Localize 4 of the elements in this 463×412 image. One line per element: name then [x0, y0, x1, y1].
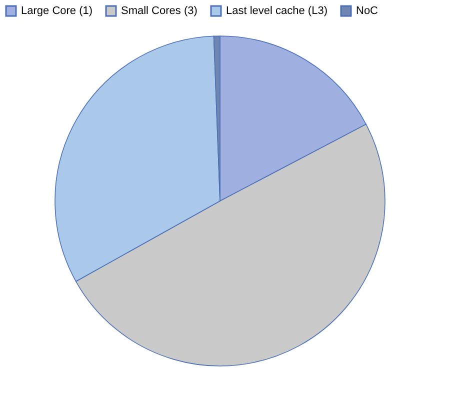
- legend-label: Last level cache (L3): [226, 5, 328, 17]
- legend-label: Small Cores (3): [121, 5, 198, 17]
- legend-label: NoC: [356, 5, 378, 17]
- legend-label: Large Core (1): [21, 5, 93, 17]
